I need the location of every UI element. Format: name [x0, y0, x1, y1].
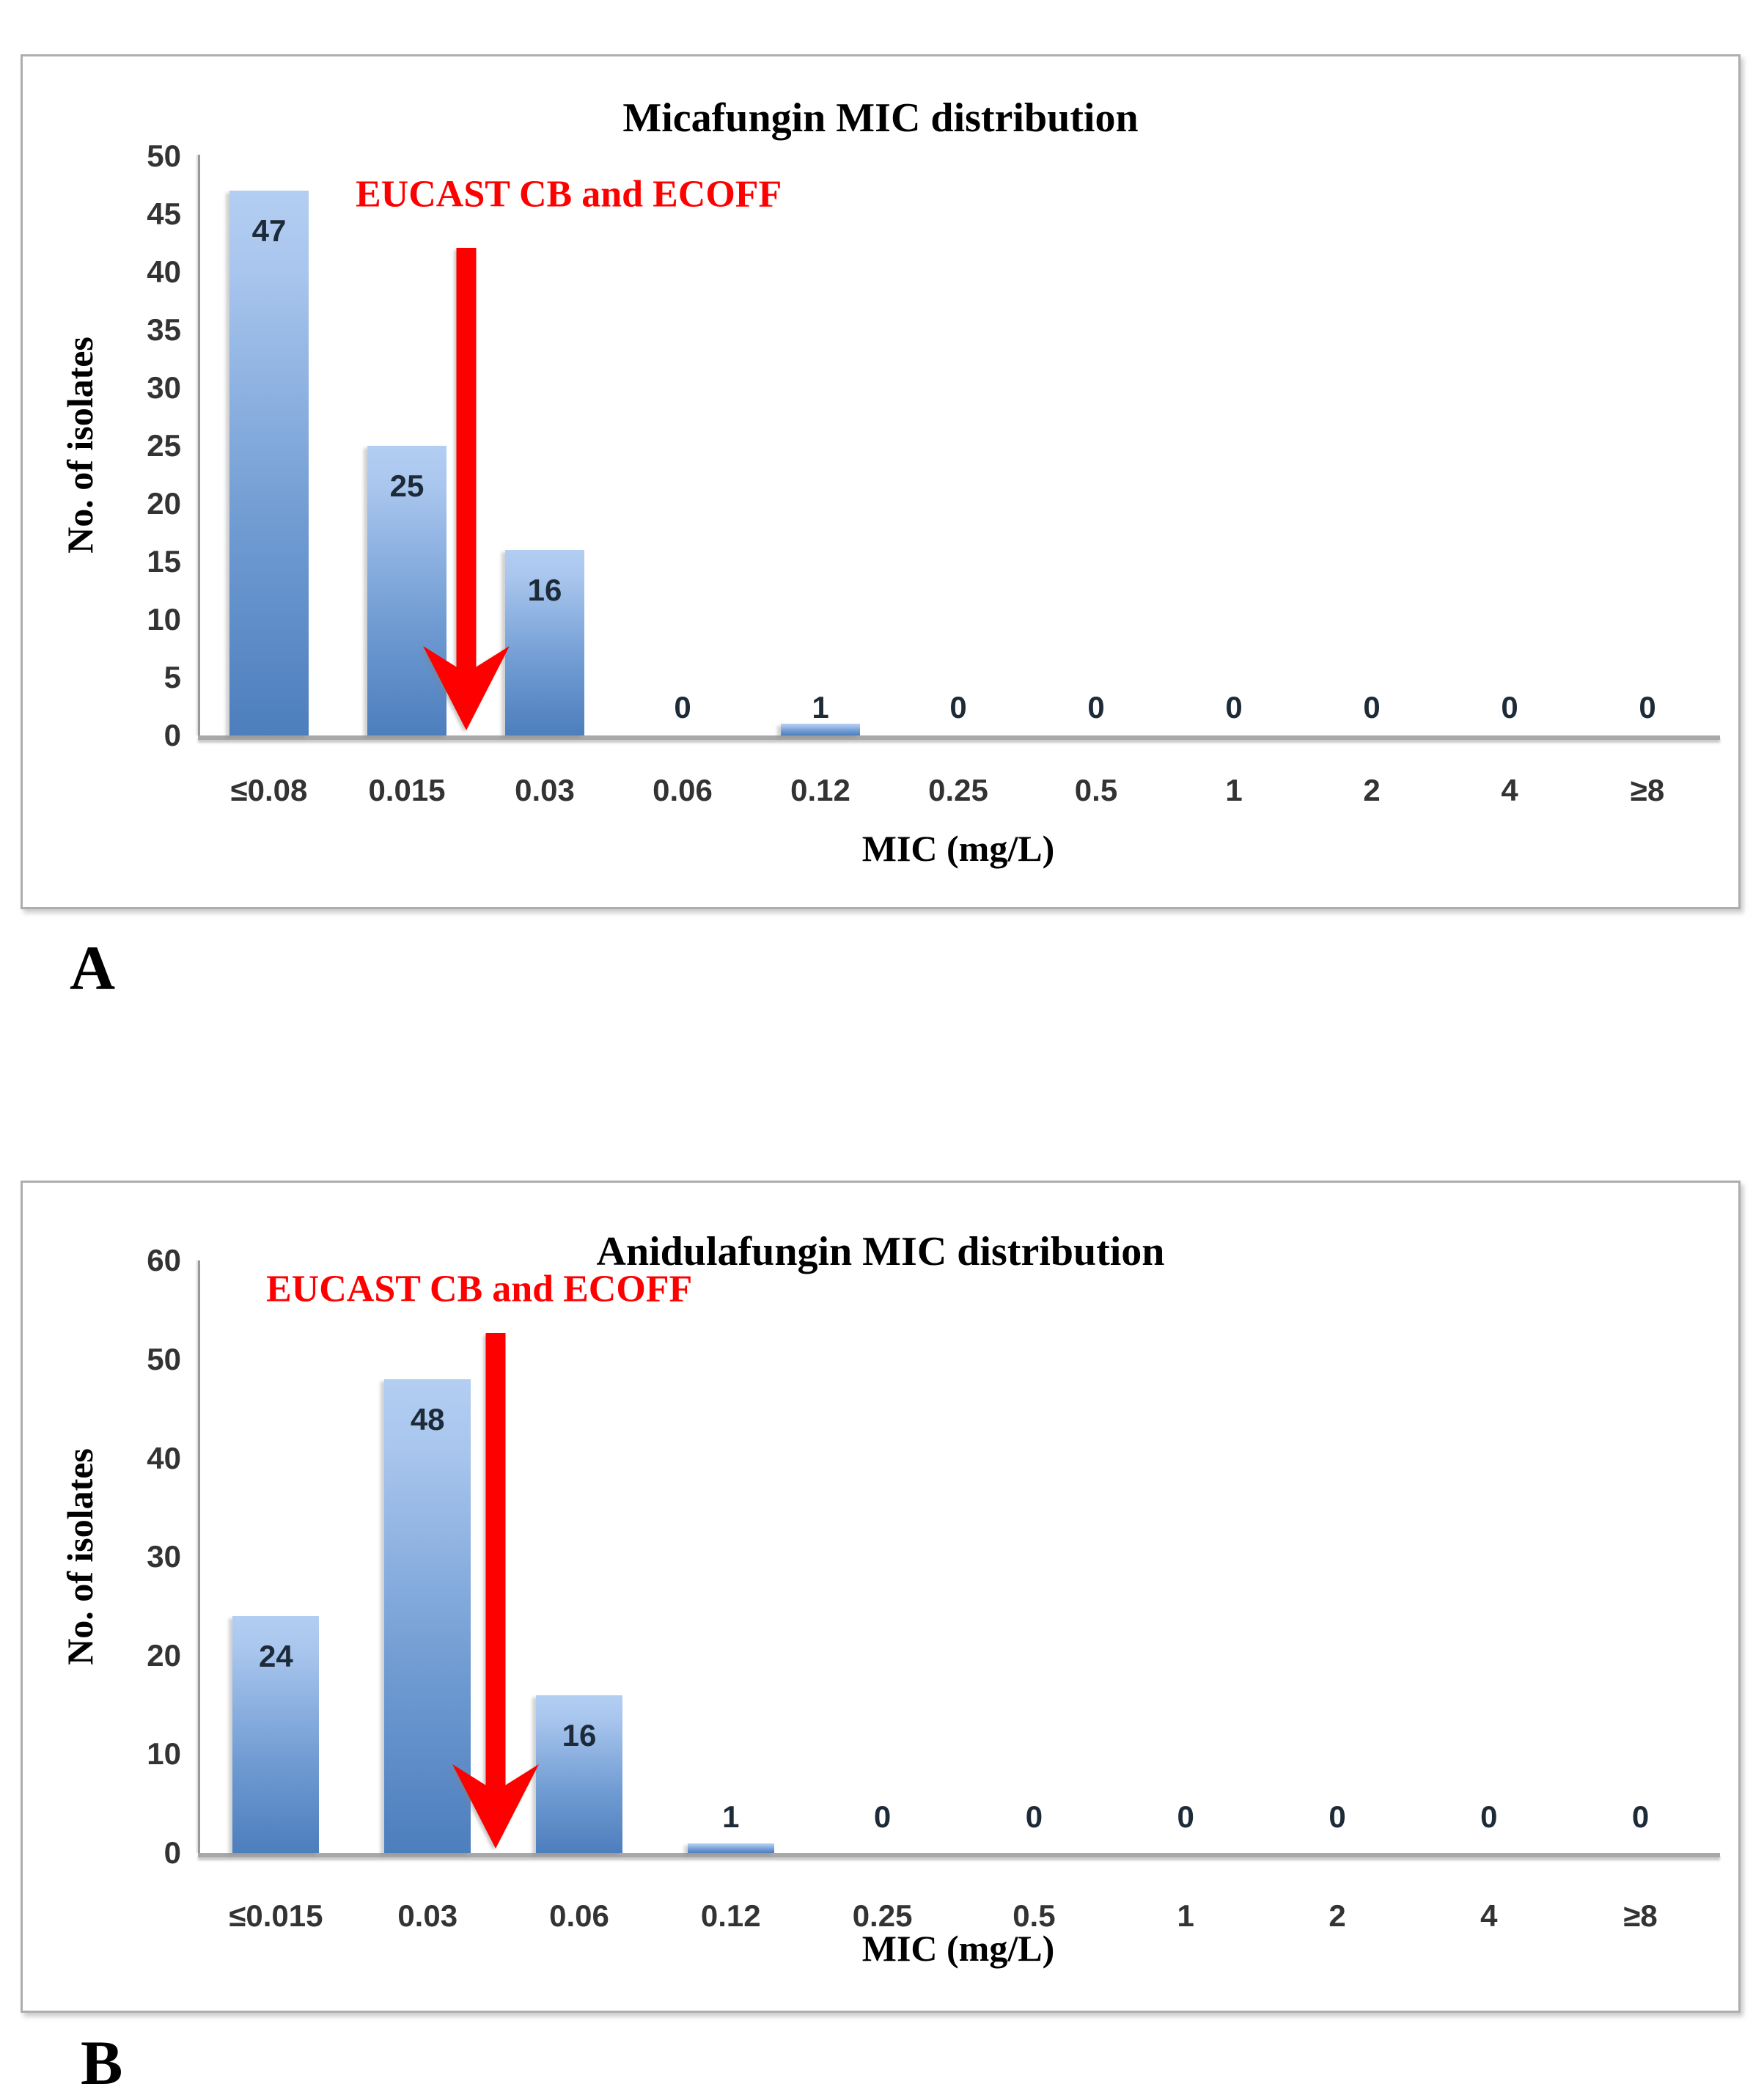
value-label: 48	[410, 1401, 445, 1436]
eucast-annotation: EUCAST CB and ECOFF	[356, 173, 782, 216]
y-axis-line	[198, 155, 200, 735]
value-label: 16	[562, 1717, 597, 1752]
value-label: 25	[389, 469, 425, 503]
x-category-label: 2	[1328, 1898, 1346, 1933]
x-category-label: 0.5	[1013, 1898, 1056, 1933]
value-label: 0	[1480, 1799, 1498, 1834]
y-tick-label: 20	[147, 1637, 181, 1673]
y-tick-label: 25	[147, 428, 181, 463]
y-tick-label: 35	[147, 312, 181, 347]
chart-title: Anidulafungin MIC distribution	[596, 1229, 1165, 1274]
x-axis-title: MIC (mg/L)	[861, 1928, 1055, 1969]
x-category-label: ≤0.015	[229, 1898, 323, 1933]
y-tick-label: 50	[147, 139, 181, 173]
y-axis-line	[198, 1260, 200, 1853]
y-tick-label: 50	[147, 1342, 181, 1376]
value-label: 0	[1177, 1799, 1194, 1834]
value-label: 47	[251, 213, 287, 249]
x-category-label: 0.25	[928, 773, 988, 807]
eucast-annotation: EUCAST CB and ECOFF	[266, 1268, 693, 1310]
bar	[687, 1843, 774, 1853]
bar	[505, 550, 584, 735]
bar	[536, 1695, 622, 1853]
y-tick-label: 15	[147, 544, 181, 579]
value-label: 0	[1328, 1799, 1346, 1834]
micafungin-chart-panel: Micafungin MIC distribution No. of isola…	[21, 54, 1741, 909]
x-axis-title: MIC (mg/L)	[861, 828, 1055, 869]
y-tick-label: 40	[147, 1440, 181, 1475]
bar	[781, 724, 860, 735]
x-category-label: 1	[1177, 1898, 1194, 1933]
x-axis-line	[198, 1853, 1720, 1857]
x-category-label: 0.03	[397, 1898, 458, 1933]
value-label: 0	[949, 690, 967, 724]
plot-area: 0 10 20 30 40 50 60 24 ≤0.015 48 0.03 16 0.06 1 0.12 0 0…	[23, 1183, 1738, 2011]
bar	[384, 1379, 471, 1853]
figure-label-b: B	[81, 2027, 123, 2092]
x-category-label: ≥8	[1630, 773, 1665, 807]
x-category-label: 0.03	[515, 773, 575, 807]
plot-area: 0 5 10 15 20 25 30 35 40 45 50 47 ≤0.08 25 0.015 16 0.03…	[23, 56, 1738, 907]
x-category-label: 0.06	[653, 773, 713, 807]
anidulafungin-chart-panel: Anidulafungin MIC distribution No. of is…	[21, 1181, 1741, 2013]
y-tick-label: 45	[147, 197, 181, 231]
value-label: 0	[1225, 690, 1243, 724]
y-tick-label: 30	[147, 370, 181, 405]
chart-title: Micafungin MIC distribution	[622, 95, 1139, 141]
x-category-label: 2	[1363, 773, 1381, 807]
value-label: 16	[527, 573, 562, 608]
value-label: 0	[873, 1799, 892, 1834]
x-axis-line	[198, 735, 1720, 740]
value-label: 0	[674, 690, 691, 724]
value-label: 0	[1363, 690, 1381, 724]
value-label: 0	[1631, 1799, 1650, 1834]
figure-label-a: A	[70, 933, 116, 1003]
value-label: 0	[1087, 690, 1105, 724]
x-category-label: 0.25	[852, 1898, 913, 1933]
y-tick-label: 40	[147, 254, 181, 289]
y-tick-label: 0	[163, 718, 181, 752]
x-category-label: 4	[1501, 773, 1518, 807]
value-label: 1	[812, 690, 829, 724]
y-tick-label: 30	[147, 1539, 181, 1574]
x-category-label: 0.015	[368, 773, 446, 807]
value-label: 24	[259, 1639, 293, 1673]
x-category-label: 0.5	[1074, 773, 1118, 807]
y-tick-label: 0	[163, 1835, 181, 1870]
value-label: 0	[1639, 690, 1656, 724]
x-category-label: 4	[1480, 1898, 1498, 1933]
value-label: 0	[1025, 1799, 1043, 1834]
y-tick-label: 10	[147, 602, 181, 636]
x-category-label: 0.12	[790, 773, 850, 807]
x-category-label: ≥8	[1623, 1898, 1658, 1933]
y-tick-label: 20	[147, 486, 181, 521]
x-category-label: 1	[1225, 773, 1243, 807]
y-tick-label: 5	[163, 660, 181, 694]
y-tick-label: 10	[147, 1736, 181, 1772]
value-label: 1	[722, 1799, 740, 1834]
value-label: 0	[1501, 690, 1518, 724]
x-category-label: 0.06	[549, 1898, 609, 1933]
x-category-label: ≤0.08	[230, 773, 308, 807]
bar	[229, 191, 309, 735]
y-tick-label: 60	[147, 1243, 181, 1278]
x-category-label: 0.12	[700, 1898, 761, 1933]
bar	[232, 1616, 320, 1853]
